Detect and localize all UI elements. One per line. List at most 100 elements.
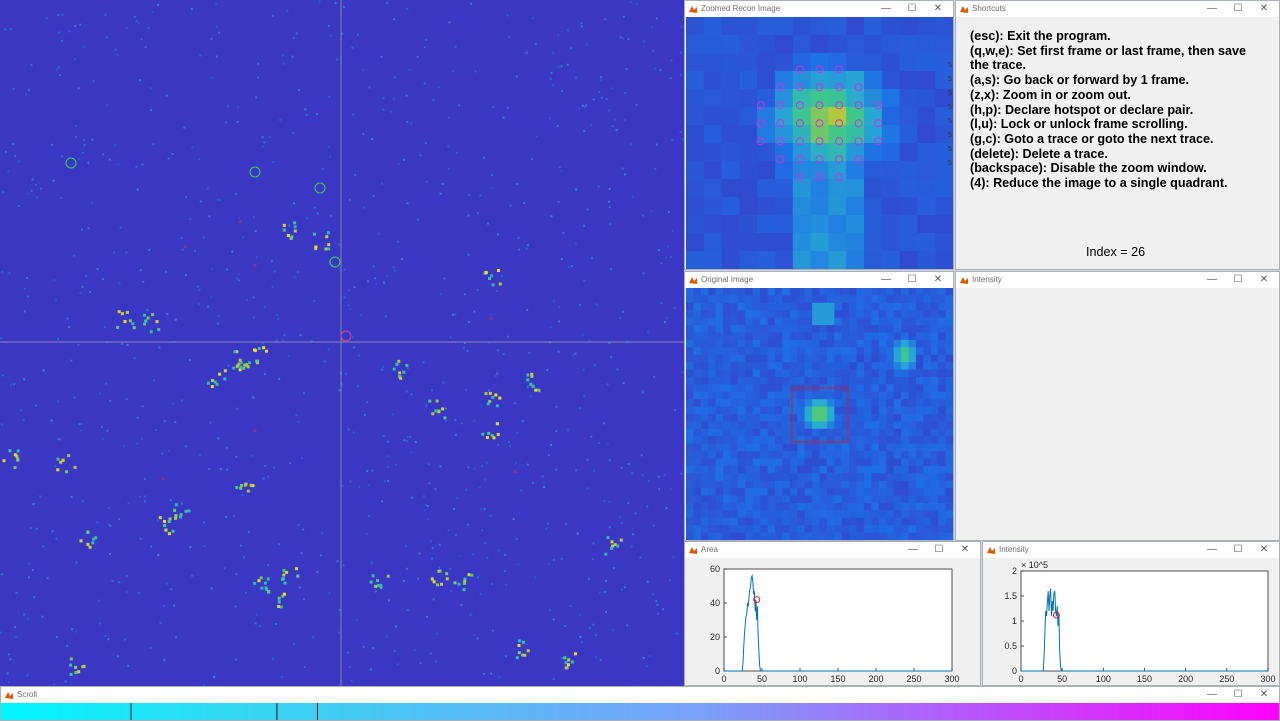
maximize-button[interactable]: ☐ [907, 274, 917, 285]
bright-spot [290, 235, 294, 239]
bright-spot [128, 319, 132, 323]
original-pixel [812, 451, 820, 459]
original-pixel [886, 295, 895, 304]
original-pixel [745, 443, 754, 452]
maximize-button[interactable]: ☐ [934, 544, 944, 555]
original-pixel [864, 428, 872, 437]
zoom-pixel [899, 53, 918, 72]
original-pixel [923, 451, 932, 459]
original-pixel [745, 428, 754, 437]
maximize-button[interactable]: ☐ [1233, 274, 1243, 285]
y-tick-label: 20 [710, 632, 720, 642]
original-pixel [901, 376, 909, 385]
original-pixel [767, 421, 776, 430]
image-background [0, 0, 684, 686]
original-pixel [841, 332, 850, 341]
current-frame-marker [1052, 611, 1060, 619]
original-image[interactable] [686, 288, 953, 540]
original-pixel [745, 421, 754, 430]
original-pixel [775, 473, 783, 482]
minimize-button[interactable]: — [908, 544, 918, 555]
bright-spot [374, 584, 378, 588]
original-pixel [893, 451, 902, 459]
original-pixel [871, 295, 880, 304]
close-button[interactable]: ✕ [933, 3, 943, 14]
trace-circle [65, 157, 77, 169]
zoom-pixel [935, 233, 953, 252]
original-pixel [782, 369, 791, 378]
zoom-pixel [810, 197, 829, 216]
zoom-pixel [792, 233, 812, 252]
minimize-button[interactable]: — [1207, 689, 1217, 700]
original-pixel [760, 302, 768, 311]
bright-spot [86, 530, 90, 534]
minimize-button[interactable]: — [1207, 274, 1217, 285]
bright-spot [325, 235, 329, 239]
original-pixel [849, 317, 857, 326]
original-pixel [923, 302, 932, 311]
minimize-button[interactable]: — [881, 3, 891, 14]
original-pixel [745, 480, 754, 489]
maximize-button[interactable]: ☐ [1233, 3, 1243, 14]
bright-spot [604, 552, 608, 556]
close-button[interactable]: ✕ [1259, 3, 1269, 14]
original-pixel [826, 473, 835, 482]
original-pixel [737, 428, 746, 437]
original-pixel [686, 302, 694, 311]
close-button[interactable]: ✕ [933, 274, 943, 285]
original-pixel [730, 436, 739, 445]
original-pixel [745, 310, 754, 319]
bright-spot [257, 347, 261, 350]
original-pixel [878, 473, 887, 482]
original-pixel [819, 443, 828, 452]
zoom-pixel [792, 35, 812, 54]
bright-spot [143, 322, 146, 326]
original-pixel [775, 443, 783, 452]
original-pixel [812, 495, 820, 504]
close-button[interactable]: ✕ [1259, 689, 1269, 700]
original-pixel [923, 295, 932, 304]
bright-spot [123, 320, 127, 323]
maximize-button[interactable]: ☐ [1233, 544, 1243, 555]
original-pixel [752, 362, 761, 370]
original-pixel [938, 517, 946, 526]
zoom-pixel [881, 17, 901, 36]
maximize-button[interactable]: ☐ [1233, 689, 1243, 700]
original-pixel [819, 302, 828, 311]
zoom-pixel [810, 161, 829, 180]
bright-spot [531, 384, 535, 388]
close-button[interactable]: ✕ [1259, 544, 1269, 555]
original-pixel [886, 465, 895, 474]
zoom-pixel [846, 35, 865, 54]
original-pixel [686, 288, 694, 296]
original-pixel [886, 302, 895, 311]
main-recon-image[interactable]: ××××××× [0, 0, 684, 686]
original-pixel [752, 502, 761, 511]
original-pixel [901, 362, 909, 370]
main-image-panel[interactable]: × × × × × × × [0, 0, 684, 686]
original-pixel [930, 295, 939, 304]
close-button[interactable]: ✕ [960, 544, 970, 555]
bright-spot [440, 582, 443, 586]
shortcut-line: (q,w,e): Set first frame or last frame, … [970, 43, 1246, 58]
bright-spot [437, 410, 441, 414]
original-pixel [686, 525, 694, 533]
bright-spot [613, 543, 617, 547]
zoom-pixel [757, 53, 776, 72]
original-pixel [864, 376, 872, 385]
original-pixel [938, 376, 946, 385]
minimize-button[interactable]: — [881, 274, 891, 285]
frame-scroll-bar[interactable] [1, 703, 1280, 721]
maximize-button[interactable]: ☐ [907, 3, 917, 14]
y-tick-label: 60 [710, 564, 720, 574]
original-pixel [775, 510, 783, 519]
minimize-button[interactable]: — [1207, 544, 1217, 555]
original-pixel [775, 332, 783, 341]
minimize-button[interactable]: — [1207, 3, 1217, 14]
original-pixel [745, 317, 754, 326]
close-button[interactable]: ✕ [1259, 274, 1269, 285]
bright-spot [167, 532, 171, 536]
